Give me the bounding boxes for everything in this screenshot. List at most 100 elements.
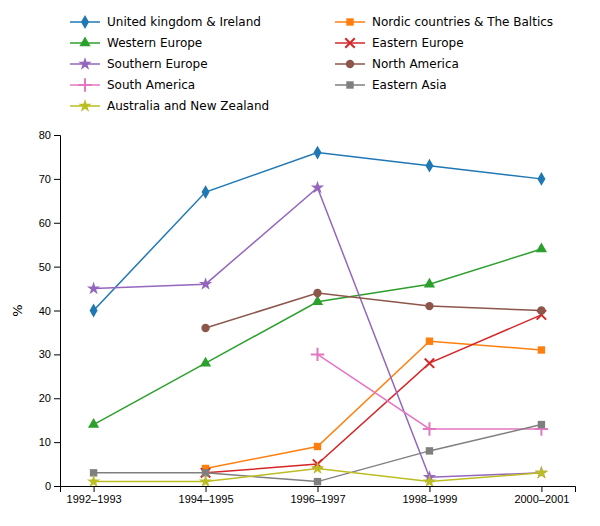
legend-item: Southern Europe: [70, 57, 208, 71]
x-tick-mark: [429, 486, 430, 492]
legend-symbol: [81, 15, 89, 29]
point: [314, 443, 321, 450]
y-tick-mark: [54, 442, 60, 443]
point: [88, 418, 99, 428]
plot-area: 1992–19931994–19951996–19971998–19992000…: [39, 129, 576, 505]
series: [201, 289, 545, 332]
series: [201, 310, 546, 477]
point: [200, 357, 211, 367]
series-line: [94, 249, 542, 425]
y-tick-label: 60: [39, 217, 51, 229]
legend-label: Western Europe: [107, 36, 202, 50]
y-tick-mark: [54, 223, 60, 224]
legend-label: Nordic countries & The Baltics: [372, 15, 553, 29]
x-tick-label: 2000–2001: [514, 493, 569, 505]
point: [311, 348, 324, 361]
y-tick-mark: [54, 179, 60, 180]
point: [87, 475, 100, 486]
series-line: [94, 425, 542, 482]
y-tick-label: 30: [39, 348, 51, 360]
legend-label: Eastern Asia: [372, 78, 447, 92]
point: [313, 289, 321, 297]
legend-label: Australia and New Zealand: [107, 99, 269, 113]
series-line: [94, 153, 542, 311]
y-tick-label: 80: [39, 129, 51, 141]
point: [538, 421, 545, 428]
point: [425, 302, 433, 310]
chart: 1992–19931994–19951996–19971998–19992000…: [0, 0, 600, 526]
x-tick-label: 1994–1995: [179, 493, 234, 505]
series-line: [94, 188, 542, 478]
y-tick-mark: [54, 398, 60, 399]
legend-item: Nordic countries & The Baltics: [335, 15, 553, 29]
point: [202, 185, 210, 199]
x-tick: 1992–1993: [67, 486, 122, 505]
legend-item: Eastern Europe: [335, 36, 464, 50]
legend-item: Eastern Asia: [335, 78, 447, 92]
series: [87, 461, 548, 486]
x-tick: 1998–1999: [402, 486, 457, 505]
y-tick-label: 70: [39, 173, 51, 185]
series: [311, 348, 548, 436]
series-group: [87, 146, 548, 486]
point: [425, 358, 434, 367]
x-tick: 2000–2001: [514, 486, 569, 505]
y-axis: 0 10 20 30 40 50 60 70 80: [39, 129, 61, 492]
legend-symbol: [346, 60, 354, 68]
point: [199, 277, 212, 290]
legend-symbol: [78, 99, 91, 112]
point: [535, 466, 548, 479]
point: [426, 338, 433, 345]
series: [90, 146, 546, 318]
legend-label: Southern Europe: [107, 57, 208, 71]
legend-item: Western Europe: [70, 36, 202, 50]
series: [88, 243, 547, 428]
x-tick-label: 1996–1997: [290, 493, 345, 505]
y-tick-label: 20: [39, 392, 51, 404]
x-tick-label: 1998–1999: [402, 493, 457, 505]
point: [423, 475, 436, 486]
y-tick: 60: [39, 217, 60, 229]
y-tick-mark: [54, 135, 60, 136]
y-tick-mark: [54, 354, 60, 355]
y-tick-label: 40: [39, 305, 51, 317]
legend: United kingdom & Ireland Nordic countries…: [70, 15, 553, 113]
series-line: [318, 354, 542, 429]
y-tick-mark: [54, 486, 60, 487]
series: [202, 338, 545, 473]
y-tick-label: 10: [39, 436, 51, 448]
point: [311, 181, 324, 194]
legend-symbol: [78, 78, 91, 91]
legend-item: South America: [70, 78, 195, 92]
series-line: [206, 293, 542, 328]
y-tick: 50: [39, 261, 60, 273]
x-tick-mark: [94, 486, 95, 492]
y-axis-line: [54, 136, 61, 487]
y-tick: 70: [39, 173, 60, 185]
legend-label: Eastern Europe: [372, 36, 464, 50]
y-tick: 80: [39, 129, 60, 141]
x-tick: 1996–1997: [290, 486, 345, 505]
point: [535, 466, 548, 479]
legend-item: United kingdom & Ireland: [70, 15, 261, 29]
point: [538, 346, 545, 353]
x-axis-line: [61, 487, 576, 493]
point: [201, 324, 209, 332]
legend-symbol: [79, 36, 90, 46]
legend-symbol: [345, 38, 354, 47]
y-tick-label: 0: [45, 480, 51, 492]
y-tick-mark: [54, 311, 60, 312]
y-axis-title: %: [10, 304, 25, 316]
point: [537, 172, 545, 186]
legend-symbol: [78, 57, 91, 70]
point: [311, 461, 324, 474]
x-tick-mark: [206, 486, 207, 492]
legend-symbol: [346, 81, 353, 88]
point: [423, 422, 436, 435]
point: [314, 478, 321, 485]
y-tick-mark: [54, 267, 60, 268]
x-tick: 1994–1995: [179, 486, 234, 505]
y-tick: 40: [39, 305, 60, 317]
legend-item: North America: [335, 57, 459, 71]
y-tick-label: 50: [39, 261, 51, 273]
